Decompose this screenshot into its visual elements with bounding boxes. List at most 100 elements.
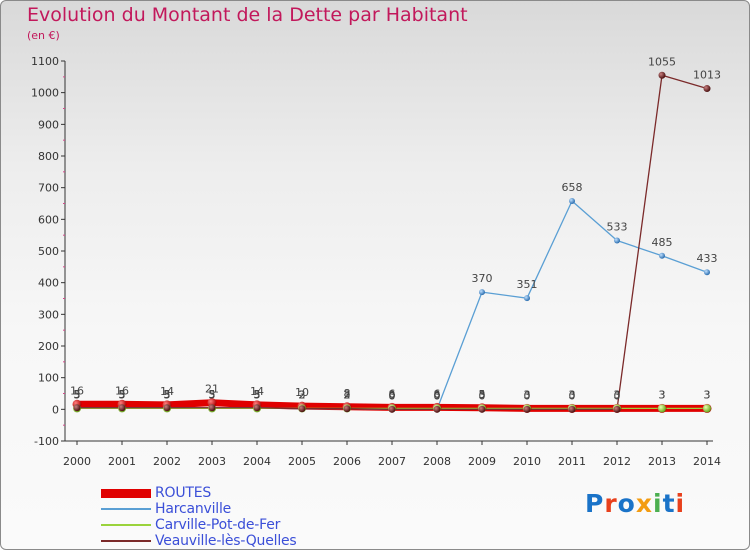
data-point-harcanville (524, 295, 530, 302)
chart-title: Evolution du Montant de la Dette par Hab… (27, 4, 468, 26)
y-tick-label: 200 (38, 340, 59, 353)
x-tick-label: 2001 (108, 455, 136, 468)
data-label-routes: 16 (70, 384, 84, 397)
data-label-harcanville: 2 (344, 389, 351, 402)
legend-item-carville-pot-de-fer: Carville-Pot-de-Fer (101, 517, 297, 533)
data-label-harcanville: 5 (209, 388, 216, 401)
data-label-routes: 3 (659, 388, 666, 401)
data-label-routes: 3 (704, 388, 711, 401)
data-point-routes (207, 398, 217, 408)
legend-label: Harcanville (155, 501, 232, 517)
data-label-harcanville: 533 (607, 221, 628, 234)
data-label-veauville-l-s-quelles: 5 (254, 388, 261, 401)
data-point-harcanville (479, 289, 485, 296)
x-tick-label: 2012 (603, 455, 631, 468)
chart-subtitle: (en €) (27, 29, 60, 42)
data-point-veauville-l-s-quelles (73, 404, 81, 412)
data-label-veauville-l-s-quelles: 0 (524, 389, 531, 402)
data-label-harcanville: 370 (472, 272, 493, 285)
legend-item-routes: ROUTES (101, 485, 297, 501)
data-point-veauville-l-s-quelles (703, 85, 711, 93)
y-tick-label: 700 (38, 182, 59, 195)
y-tick-label: 800 (38, 150, 59, 163)
data-point-carville-pot-de-fer (658, 404, 666, 413)
data-label-routes: 14 (160, 385, 174, 398)
x-tick-label: 2002 (153, 455, 181, 468)
data-label-veauville-l-s-quelles: 0 (569, 389, 576, 402)
data-point-veauville-l-s-quelles (478, 405, 486, 413)
proxiti-logo: Proxiti (585, 489, 685, 518)
data-label-carville-pot-de-fer: 3 (299, 388, 306, 401)
y-tick-label: 300 (38, 308, 59, 321)
data-point-veauville-l-s-quelles (118, 404, 126, 412)
logo-letter: i (675, 489, 686, 518)
chart-legend: ROUTES Harcanville Carville-Pot-de-Fer Veau… (101, 485, 297, 549)
data-label-carville-pot-de-fer: 3 (74, 388, 81, 401)
data-label-routes: 6 (434, 387, 441, 400)
data-point-veauville-l-s-quelles (253, 404, 261, 412)
data-point-carville-pot-de-fer (703, 404, 711, 413)
y-tick-label: 100 (38, 372, 59, 385)
data-label-carville-pot-de-fer: 3 (164, 388, 171, 401)
legend-swatch (101, 508, 151, 510)
y-tick-label: 900 (38, 118, 59, 131)
data-point-harcanville (704, 269, 710, 276)
data-label-harcanville: 5 (254, 388, 261, 401)
x-tick-label: 2011 (558, 455, 586, 468)
x-tick-label: 2004 (243, 455, 271, 468)
x-tick-label: 2007 (378, 455, 406, 468)
data-label-carville-pot-de-fer: 3 (659, 388, 666, 401)
data-label-harcanville: 0 (434, 389, 441, 402)
data-label-routes: 21 (205, 383, 219, 396)
data-label-carville-pot-de-fer: 3 (119, 388, 126, 401)
data-point-veauville-l-s-quelles (658, 71, 666, 79)
data-label-routes: 8 (344, 387, 351, 400)
data-point-veauville-l-s-quelles (163, 404, 171, 412)
logo-letter: i (653, 489, 663, 518)
data-label-routes: 14 (250, 385, 264, 398)
data-point-veauville-l-s-quelles (568, 405, 576, 413)
data-label-harcanville: 433 (697, 252, 718, 265)
x-tick-label: 2010 (513, 455, 541, 468)
x-tick-label: 2009 (468, 455, 496, 468)
logo-letter: t (662, 489, 676, 518)
data-label-veauville-l-s-quelles: 5 (209, 388, 216, 401)
legend-item-harcanville: Harcanville (101, 501, 297, 517)
logo-letter: o (617, 489, 636, 518)
data-label-harcanville: 658 (562, 181, 583, 194)
data-label-veauville-l-s-quelles: 0 (479, 389, 486, 402)
data-point-harcanville (659, 252, 665, 259)
logo-letter: r (604, 489, 618, 518)
data-label-routes: 5 (479, 388, 486, 401)
x-tick-label: 2000 (63, 455, 91, 468)
data-label-harcanville: 5 (119, 388, 126, 401)
x-tick-label: 2008 (423, 455, 451, 468)
data-label-veauville-l-s-quelles: 5 (119, 388, 126, 401)
data-label-carville-pot-de-fer: 3 (524, 388, 531, 401)
data-point-veauville-l-s-quelles (343, 405, 351, 413)
y-tick-label: 1000 (31, 87, 59, 100)
data-label-carville-pot-de-fer: 3 (254, 388, 261, 401)
data-label-routes: 3 (614, 388, 621, 401)
data-label-veauville-l-s-quelles: 5 (164, 388, 171, 401)
data-label-carville-pot-de-fer: 3 (209, 388, 216, 401)
data-label-veauville-l-s-quelles: 0 (434, 389, 441, 402)
data-label-veauville-l-s-quelles: 5 (74, 388, 81, 401)
data-label-carville-pot-de-fer: 3 (479, 388, 486, 401)
data-label-routes: 6 (389, 387, 396, 400)
data-label-veauville-l-s-quelles: 0 (389, 389, 396, 402)
data-label-routes: 16 (115, 384, 129, 397)
legend-item-veauville-l-s-quelles: Veauville-lès-Quelles (101, 533, 297, 549)
data-label-routes: 3 (524, 388, 531, 401)
data-label-carville-pot-de-fer: 3 (614, 388, 621, 401)
y-tick-label: 0 (52, 403, 59, 416)
data-label-harcanville: 2 (299, 389, 306, 402)
data-label-carville-pot-de-fer: 3 (704, 388, 711, 401)
logo-letter: x (635, 489, 653, 518)
x-tick-label: 2014 (693, 455, 721, 468)
legend-label: ROUTES (155, 485, 212, 501)
data-point-veauville-l-s-quelles (433, 405, 441, 413)
x-tick-label: 2006 (333, 455, 361, 468)
